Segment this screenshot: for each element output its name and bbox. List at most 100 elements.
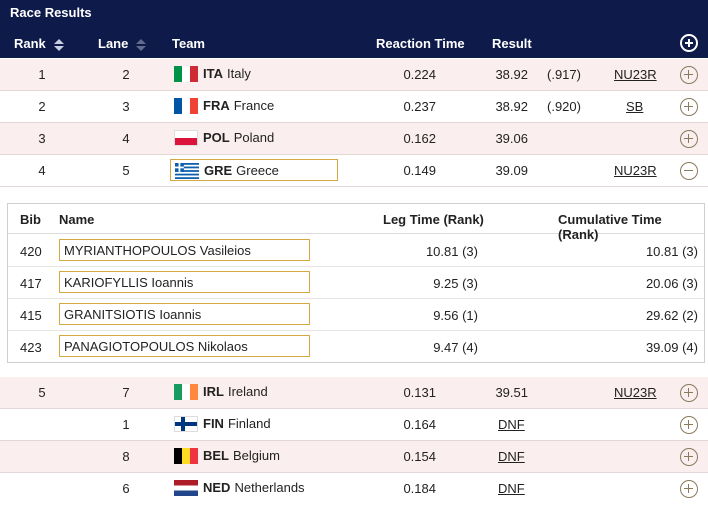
- team-name: Finland: [227, 416, 271, 432]
- reaction-time-cell: 0.162: [403, 131, 436, 146]
- column-header-rank[interactable]: Rank: [14, 36, 64, 51]
- rank-cell: 3: [38, 131, 46, 146]
- record-badge[interactable]: SB: [626, 99, 644, 114]
- result-dnf-link[interactable]: DNF: [498, 481, 525, 496]
- lane-cell: 1: [122, 417, 130, 432]
- column-label-lane: Lane: [98, 36, 129, 51]
- athlete-name-link[interactable]: GRANITSIOTIS Ioannis: [59, 303, 310, 325]
- team-cell[interactable]: GRE Greece: [170, 159, 338, 181]
- rank-cell: 5: [38, 385, 46, 400]
- athlete-name-link[interactable]: PANAGIOTOPOULOS Nikolaos: [59, 335, 310, 357]
- italy-flag-icon: [174, 65, 198, 82]
- lane-cell: 7: [122, 385, 130, 400]
- reaction-time-cell: 0.154: [403, 449, 436, 464]
- reaction-time-cell: 0.149: [403, 163, 436, 178]
- column-header-lane[interactable]: Lane: [98, 36, 147, 51]
- bib-cell: 420: [20, 244, 42, 259]
- ireland-flag-icon: [174, 383, 198, 400]
- team-code: BEL: [203, 448, 229, 464]
- team-code: FIN: [203, 416, 224, 432]
- team-cell[interactable]: POL Poland: [174, 129, 274, 149]
- expand-plus-circle-icon[interactable]: [680, 130, 698, 148]
- expand-plus-circle-icon[interactable]: [680, 448, 698, 466]
- leg-time-cell: 9.56 (1): [433, 308, 478, 323]
- expand-plus-circle-icon[interactable]: [680, 384, 698, 402]
- column-header-team: Team: [172, 36, 205, 51]
- sort-arrows-icon[interactable]: [136, 38, 147, 51]
- team-code: FRA: [203, 98, 230, 114]
- team-cell[interactable]: FRA France: [174, 97, 274, 117]
- expand-plus-circle-icon[interactable]: [680, 480, 698, 498]
- page-title: Race Results: [10, 5, 92, 20]
- team-cell[interactable]: NED Netherlands: [174, 479, 305, 499]
- lane-cell: 4: [122, 131, 130, 146]
- bib-cell: 417: [20, 276, 42, 291]
- result-dnf-link[interactable]: DNF: [498, 417, 525, 432]
- team-code: IRL: [203, 384, 224, 400]
- result-cell: 39.09: [495, 163, 528, 178]
- team-cell[interactable]: FIN Finland: [174, 415, 271, 435]
- table-row[interactable]: 2 3 FRA France 0.237 38.92 (.920) SB: [0, 91, 708, 123]
- team-name: Greece: [236, 163, 279, 179]
- reaction-time-cell: 0.131: [403, 385, 436, 400]
- relay-leg-row: 423 PANAGIOTOPOULOS Nikolaos 9.47 (4) 39…: [8, 331, 704, 363]
- precise-time-cell: (.920): [547, 99, 581, 114]
- team-code: NED: [203, 480, 231, 496]
- result-dnf-link[interactable]: DNF: [498, 449, 525, 464]
- team-name: Poland: [233, 130, 275, 146]
- table-row[interactable]: 3 4 POL Poland 0.162 39.06: [0, 123, 708, 155]
- column-label-rank: Rank: [14, 36, 46, 51]
- table-row[interactable]: 1 FIN Finland 0.164 DNF: [0, 409, 708, 441]
- team-code: POL: [203, 130, 230, 146]
- team-cell[interactable]: IRL Ireland: [174, 383, 268, 403]
- leg-time-cell: 9.47 (4): [433, 340, 478, 355]
- team-name: Netherlands: [234, 480, 305, 496]
- team-name: France: [233, 98, 275, 114]
- table-row[interactable]: 5 7 IRL Ireland 0.131 39.51 NU23R: [0, 377, 708, 409]
- result-cell: 39.06: [495, 131, 528, 146]
- table-row[interactable]: 8 BEL Belgium 0.154 DNF: [0, 441, 708, 473]
- leg-time-cell: 9.25 (3): [433, 276, 478, 291]
- relay-legs-table: Bib Name Leg Time (Rank) Cumulative Time…: [7, 203, 705, 363]
- column-header-result: Result: [492, 36, 532, 51]
- result-cell: 38.92: [495, 99, 528, 114]
- expand-plus-circle-icon[interactable]: [680, 98, 698, 116]
- column-header-name: Name: [59, 212, 95, 227]
- column-header-bib: Bib: [20, 212, 41, 227]
- finland-flag-icon: [174, 415, 198, 432]
- greece-flag-icon: [175, 162, 199, 179]
- rank-cell: 2: [38, 99, 46, 114]
- belgium-flag-icon: [174, 447, 198, 464]
- lane-cell: 8: [122, 449, 130, 464]
- collapse-minus-circle-icon[interactable]: [680, 162, 698, 180]
- record-badge[interactable]: NU23R: [614, 163, 657, 178]
- expand-all-plus-circle-icon[interactable]: [680, 34, 698, 52]
- lane-cell: 3: [122, 99, 130, 114]
- athlete-name-link[interactable]: KARIOFYLLIS Ioannis: [59, 271, 310, 293]
- result-cell: 38.92: [495, 67, 528, 82]
- table-row[interactable]: 6 NED Netherlands 0.184 DNF: [0, 473, 708, 505]
- expand-plus-circle-icon[interactable]: [680, 416, 698, 434]
- record-badge[interactable]: NU23R: [614, 67, 657, 82]
- lane-cell: 5: [122, 163, 130, 178]
- athlete-name-link[interactable]: MYRIANTHOPOULOS Vasileios: [59, 239, 310, 261]
- cumulative-time-cell: 10.81 (3): [645, 244, 698, 259]
- cumulative-time-cell: 20.06 (3): [645, 276, 698, 291]
- sort-arrows-icon[interactable]: [53, 38, 64, 51]
- expand-plus-circle-icon[interactable]: [680, 66, 698, 84]
- relay-legs-header: Bib Name Leg Time (Rank) Cumulative Time…: [8, 204, 704, 242]
- table-row[interactable]: 1 2 ITA Italy 0.224 38.92 (.917) NU23R: [0, 59, 708, 91]
- reaction-time-cell: 0.164: [403, 417, 436, 432]
- cumulative-time-cell: 29.62 (2): [645, 308, 698, 323]
- reaction-time-cell: 0.184: [403, 481, 436, 496]
- rank-cell: 4: [38, 163, 46, 178]
- team-cell[interactable]: ITA Italy: [174, 65, 251, 85]
- leg-time-cell: 10.81 (3): [425, 244, 478, 259]
- table-row-expanded[interactable]: 4 5 GRE Greece 0.149 39.09 NU23R: [0, 155, 708, 187]
- record-badge[interactable]: NU23R: [614, 385, 657, 400]
- team-name: Ireland: [227, 384, 268, 400]
- poland-flag-icon: [174, 129, 198, 146]
- team-cell[interactable]: BEL Belgium: [174, 447, 280, 467]
- reaction-time-cell: 0.237: [403, 99, 436, 114]
- rank-cell: 1: [38, 67, 46, 82]
